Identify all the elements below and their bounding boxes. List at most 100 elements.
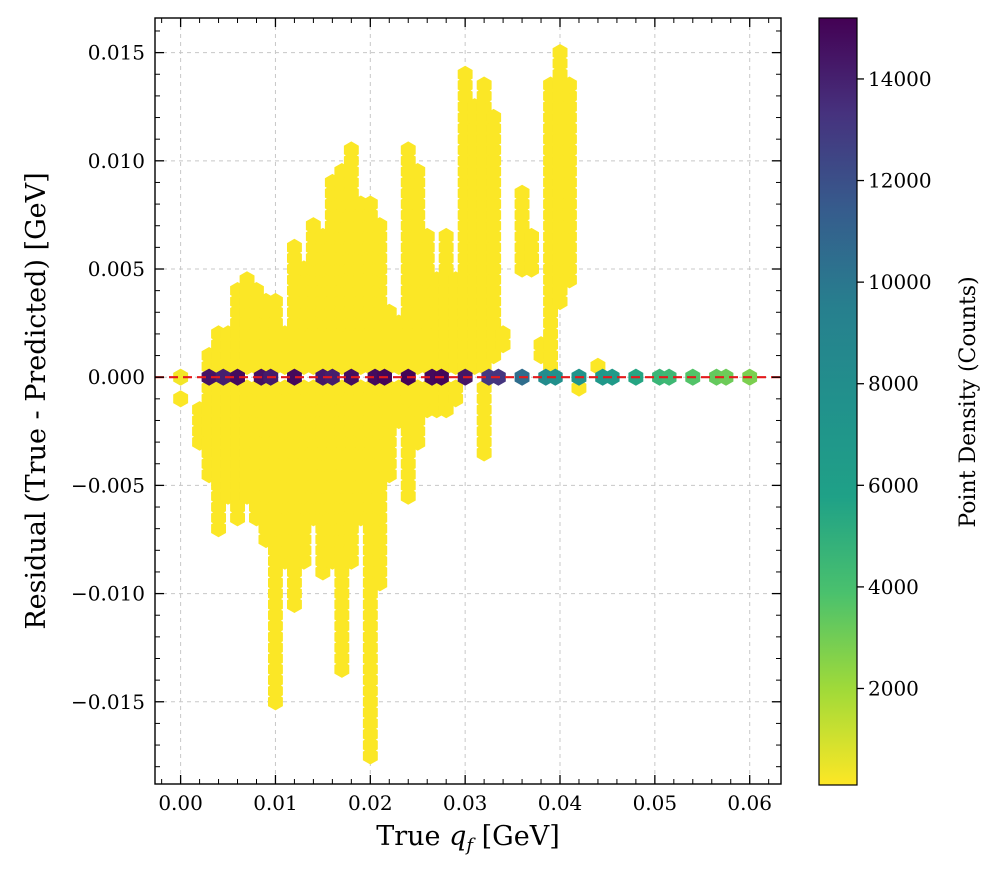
hexbin-cell bbox=[372, 282, 388, 300]
hexbin-cell bbox=[372, 238, 388, 256]
hexbin-cell bbox=[562, 260, 577, 278]
hexbin-cell bbox=[524, 238, 539, 256]
x-tick-label: 0.03 bbox=[443, 791, 488, 815]
hexbin-cell bbox=[514, 206, 530, 224]
hexbin-cell bbox=[372, 260, 388, 278]
hexbin-cell bbox=[476, 87, 492, 105]
hexbin-cell bbox=[268, 303, 283, 321]
hexbin-cell bbox=[486, 195, 502, 213]
hexbin-cell-zero bbox=[173, 368, 189, 386]
hexbin-cell bbox=[486, 227, 502, 246]
hexbin-cell bbox=[419, 238, 435, 256]
hexbin-cell-zero bbox=[230, 368, 245, 386]
colorbar-tick-label: 12000 bbox=[868, 169, 932, 193]
hexbin-cell bbox=[562, 249, 577, 267]
hexbin-cell bbox=[524, 249, 539, 267]
hexbin-cell bbox=[287, 595, 302, 613]
hexbin-cell bbox=[372, 476, 388, 494]
hexbin-cell bbox=[372, 487, 388, 505]
hexbin-cell bbox=[268, 574, 283, 592]
y-tick-label: −0.010 bbox=[71, 582, 145, 606]
hexbin-cell bbox=[562, 98, 577, 116]
hexbin-cell bbox=[552, 44, 568, 62]
hexbin-cell bbox=[486, 303, 502, 321]
hexbin-cell bbox=[296, 541, 312, 559]
hexbin-cell bbox=[562, 184, 577, 202]
hexbin-cell bbox=[419, 227, 435, 246]
hexbin-cell bbox=[543, 325, 558, 343]
hexbin-cell bbox=[486, 282, 502, 300]
hexbin-cell bbox=[372, 498, 388, 516]
hexbin-cell-zero bbox=[604, 368, 620, 386]
axes: 0.00 0.01 0.02 0.03 0.04 0.05 0.06 0.015 0.010 0.… bbox=[71, 17, 782, 815]
hexbin-cell bbox=[495, 325, 511, 343]
hexbin-cell bbox=[571, 379, 587, 397]
hexbin-cell bbox=[524, 227, 539, 246]
hexbin-cell bbox=[410, 411, 426, 430]
hexbin-cell bbox=[287, 249, 302, 267]
hexbin-cell bbox=[268, 628, 283, 646]
hexbin-cell bbox=[562, 173, 577, 192]
hexbin-cell bbox=[514, 217, 530, 235]
hexbin-cell bbox=[296, 530, 312, 549]
hexbin-cell bbox=[524, 260, 539, 278]
hexbin-cell bbox=[410, 433, 426, 451]
y-tick-label: 0.000 bbox=[88, 365, 145, 389]
hexbin-cell bbox=[381, 433, 397, 451]
hexbin-cell bbox=[562, 108, 577, 127]
hexbin-cell bbox=[211, 498, 226, 516]
hexbin-cell bbox=[334, 617, 350, 635]
hexbin-cell bbox=[486, 141, 502, 159]
hexbin-cell bbox=[287, 585, 302, 603]
hexbin-cell bbox=[562, 152, 577, 170]
hexbin-cell bbox=[334, 649, 350, 668]
hexbin-cell bbox=[343, 541, 359, 559]
hexbin-cell bbox=[287, 574, 302, 592]
hexbin-cell bbox=[362, 639, 378, 657]
hexbin-cell bbox=[372, 574, 388, 592]
hexbin-cell bbox=[476, 422, 492, 440]
hexbin-cell bbox=[362, 195, 378, 213]
hexbin-cell bbox=[362, 704, 378, 722]
hexbin-cell bbox=[438, 249, 454, 267]
hexbin-cell bbox=[381, 444, 397, 462]
hexbin-cell bbox=[486, 206, 502, 224]
hexbin-cell bbox=[362, 628, 378, 646]
colorbar: 2000 4000 6000 8000 10000 12000 14000 Point De… bbox=[818, 17, 981, 786]
colorbar-tick-label: 14000 bbox=[868, 67, 932, 91]
hexbin-cell bbox=[362, 671, 378, 689]
hexbin-cell bbox=[268, 660, 283, 678]
hexbin-cell bbox=[562, 227, 577, 246]
colorbar-tick-label: 4000 bbox=[868, 575, 919, 599]
hexbin-cell bbox=[476, 76, 492, 94]
hexbin-cell bbox=[486, 152, 502, 170]
y-tick-label: 0.015 bbox=[88, 41, 145, 65]
hexbin-cell bbox=[562, 141, 577, 159]
hexbin-cell bbox=[268, 649, 283, 668]
hexbin-cell bbox=[400, 141, 416, 159]
hexbin-cell bbox=[334, 628, 350, 646]
x-tick-label: 0.04 bbox=[538, 791, 583, 815]
hexbin-cell bbox=[334, 574, 350, 592]
hexbin-cell bbox=[296, 520, 312, 538]
colorbar-ticks: 2000 4000 6000 8000 10000 12000 14000 bbox=[857, 67, 932, 700]
colorbar-tick-label: 8000 bbox=[868, 372, 919, 396]
hexbin-cell bbox=[438, 227, 454, 246]
hexbin-cell bbox=[476, 444, 492, 462]
x-axis-title-symbol: q bbox=[449, 821, 466, 852]
hexbin-cell bbox=[268, 639, 283, 657]
hexbin-cell bbox=[268, 595, 283, 613]
hexbin-cell bbox=[486, 238, 502, 256]
hexbin-cell bbox=[486, 314, 502, 332]
hexbin-cell bbox=[268, 314, 283, 332]
hexbin-cell bbox=[334, 639, 350, 657]
hexbin-cell bbox=[268, 606, 283, 624]
hexbin-cell bbox=[334, 585, 350, 603]
hexbin-cell bbox=[268, 617, 283, 635]
hexbin-cell bbox=[562, 217, 577, 235]
hexbin-cell bbox=[486, 347, 502, 365]
hexbin-cell bbox=[410, 422, 426, 440]
hexbin-cell bbox=[410, 217, 426, 235]
hexbin-cell bbox=[476, 390, 492, 408]
hexbin-cell bbox=[562, 163, 577, 181]
